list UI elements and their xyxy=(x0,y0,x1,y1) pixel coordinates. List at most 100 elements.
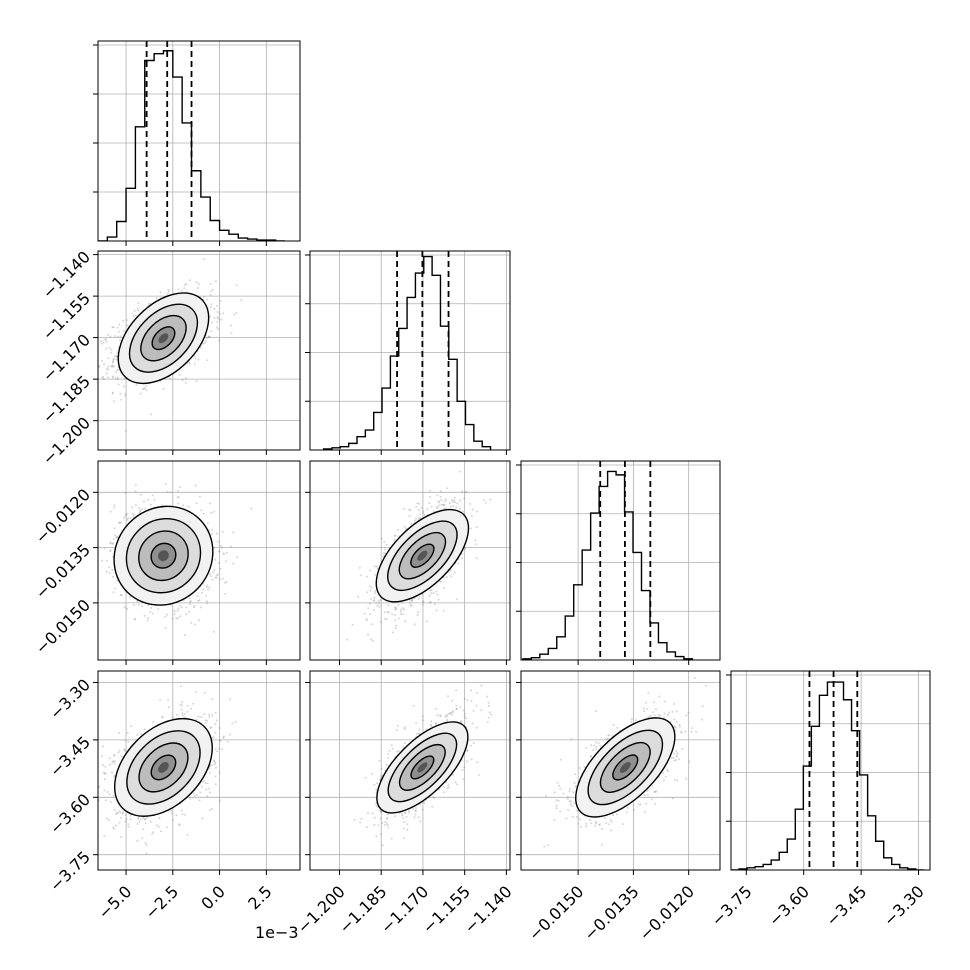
sample-point xyxy=(459,499,462,502)
sample-point xyxy=(140,508,143,511)
sample-point xyxy=(435,590,438,593)
sample-point xyxy=(107,819,110,821)
sample-point xyxy=(369,589,372,592)
sample-point xyxy=(203,342,206,344)
sample-point xyxy=(177,489,180,492)
sample-point xyxy=(200,509,203,512)
sample-point xyxy=(204,594,207,597)
sample-point xyxy=(178,604,181,607)
sample-point xyxy=(207,588,210,591)
sample-point xyxy=(159,699,162,701)
sample-point xyxy=(411,599,413,602)
sample-point xyxy=(107,365,110,368)
sample-point xyxy=(135,384,138,387)
sample-point xyxy=(124,429,127,432)
sample-point xyxy=(213,759,216,762)
sample-point xyxy=(425,620,428,623)
sample-point xyxy=(101,745,104,748)
sample-point xyxy=(126,519,129,521)
sample-point xyxy=(201,591,203,594)
sample-point xyxy=(372,599,375,602)
sample-point xyxy=(474,539,477,542)
sample-point xyxy=(162,388,165,391)
sample-point xyxy=(124,491,127,494)
sample-point xyxy=(111,361,114,364)
sample-point xyxy=(436,507,439,510)
sample-point xyxy=(124,392,127,395)
sample-point xyxy=(129,818,132,821)
sample-point xyxy=(185,377,187,380)
sample-point xyxy=(148,302,151,305)
sample-point xyxy=(428,502,431,505)
sample-point xyxy=(410,604,413,607)
sample-point xyxy=(410,522,412,525)
sample-point xyxy=(370,623,373,626)
sample-point xyxy=(386,611,389,614)
sample-point xyxy=(145,389,148,392)
sample-point xyxy=(125,513,128,516)
sample-point xyxy=(110,351,113,354)
sample-point xyxy=(137,309,140,312)
sample-point xyxy=(433,603,436,606)
sample-point xyxy=(222,577,225,580)
sample-point xyxy=(358,566,361,569)
sample-point xyxy=(177,496,180,499)
sample-point xyxy=(217,316,220,319)
sample-point xyxy=(181,712,184,715)
sample-point xyxy=(208,787,210,790)
sample-point xyxy=(111,392,114,395)
sample-point xyxy=(475,526,478,529)
sample-point xyxy=(213,510,215,513)
sample-point xyxy=(218,312,221,315)
sample-point xyxy=(459,470,462,473)
sample-point xyxy=(214,558,217,561)
sample-point xyxy=(105,799,107,802)
sample-point xyxy=(422,510,425,513)
sample-point xyxy=(218,550,221,553)
sample-point xyxy=(101,376,104,379)
sample-point xyxy=(189,597,191,600)
sample-point xyxy=(209,283,212,285)
sample-point xyxy=(185,606,188,609)
sample-point xyxy=(165,826,168,829)
density-fill xyxy=(376,509,469,602)
sample-point xyxy=(138,507,140,510)
sample-point xyxy=(134,490,137,493)
sample-point xyxy=(188,279,191,282)
sample-point xyxy=(116,812,119,815)
sample-point xyxy=(194,623,196,626)
sample-point xyxy=(113,827,115,830)
sample-point xyxy=(214,731,217,734)
sample-point xyxy=(439,580,441,583)
sample-point xyxy=(215,576,218,579)
sample-point xyxy=(432,592,435,595)
sample-point xyxy=(213,569,216,571)
y-tick-label: −0.0120 xyxy=(32,485,95,548)
sample-point xyxy=(411,598,414,601)
sample-point xyxy=(108,572,111,575)
sample-point xyxy=(209,502,212,505)
sample-point xyxy=(188,362,191,365)
sample-point xyxy=(208,791,211,794)
sample-point xyxy=(123,377,126,380)
sample-point xyxy=(415,517,417,520)
sample-point xyxy=(124,514,127,517)
sample-point xyxy=(455,598,458,601)
sample-point xyxy=(207,335,210,338)
sample-point xyxy=(120,835,123,838)
panel-frame xyxy=(309,460,511,661)
sample-point xyxy=(444,507,447,510)
sample-point xyxy=(387,604,390,607)
sample-point xyxy=(180,606,183,609)
sample-point xyxy=(131,512,134,515)
sample-point xyxy=(164,615,167,618)
sample-point xyxy=(202,588,205,591)
sample-point xyxy=(124,394,127,397)
sample-point xyxy=(189,601,192,604)
sample-point xyxy=(194,357,197,360)
sample-point xyxy=(219,739,221,742)
sample-point xyxy=(370,638,373,641)
sample-point xyxy=(109,763,112,766)
sample-point xyxy=(112,538,115,541)
sample-point xyxy=(125,319,128,322)
